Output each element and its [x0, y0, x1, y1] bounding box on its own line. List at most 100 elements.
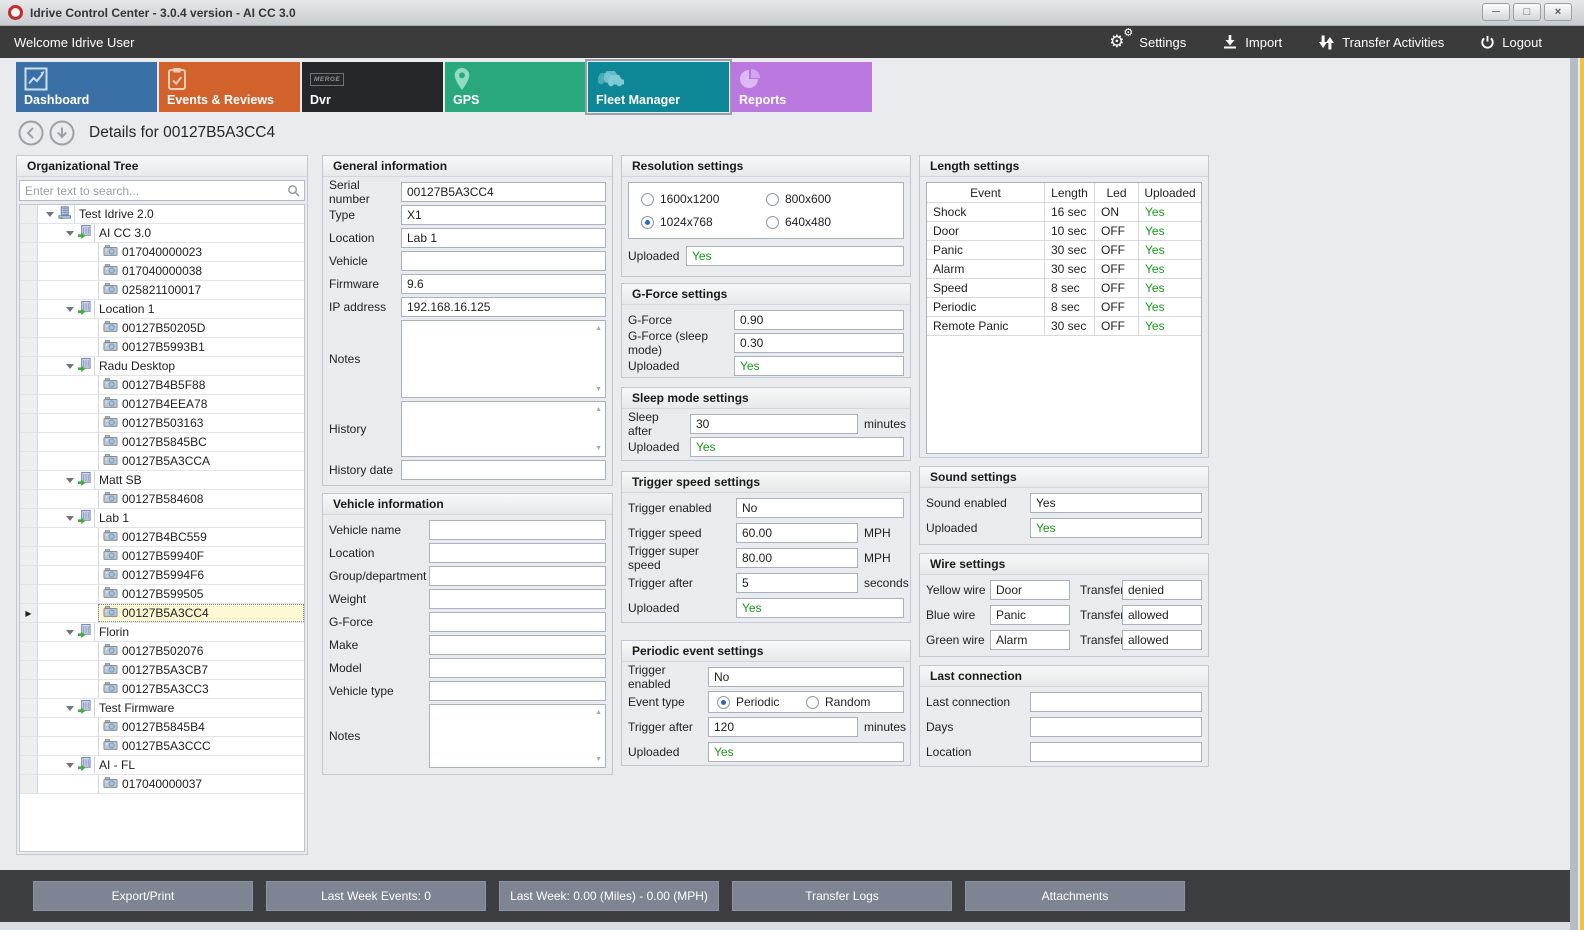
tab-dvr[interactable]: MERGE Dvr [302, 62, 443, 112]
radio-option-800x600[interactable]: 800x600 [766, 192, 891, 206]
tree-item-00127b503163[interactable]: 00127B503163 [20, 414, 304, 433]
history-textarea[interactable]: ▲ ▼ [401, 401, 606, 457]
tab-dashboard[interactable]: Dashboard [16, 62, 157, 112]
radio-periodic-icon[interactable] [717, 695, 730, 709]
import-button[interactable]: Import [1222, 34, 1282, 50]
yellow-wire-transfer-input[interactable]: denied [1122, 580, 1202, 600]
tree-item-00127b5a3cc3[interactable]: 00127B5A3CC3 [20, 680, 304, 699]
tree-item-00127b4bc559[interactable]: 00127B4BC559 [20, 528, 304, 547]
vehicle-type-input[interactable] [429, 681, 606, 701]
green-wire-transfer-input[interactable]: allowed [1122, 630, 1202, 650]
weight-input[interactable] [429, 589, 606, 609]
tree-item-00127b5a3cc4[interactable]: ▶ 00127B5A3CC4 [20, 604, 304, 623]
tab-fleet-manager[interactable]: Fleet Manager [585, 59, 732, 115]
blue-wire-transfer-input[interactable]: allowed [1122, 605, 1202, 625]
collapse-arrow-icon[interactable] [66, 306, 74, 312]
tree-item-ai-cc-3-0[interactable]: AI CC 3.0 [20, 224, 304, 243]
uploaded-input[interactable]: Yes [708, 742, 904, 762]
tree-item-00127b584608[interactable]: 00127B584608 [20, 490, 304, 509]
tree-item-radu-desktop[interactable]: Radu Desktop [20, 357, 304, 376]
expand-button[interactable] [49, 120, 75, 146]
collapse-arrow-icon[interactable] [66, 705, 74, 711]
search-input[interactable] [20, 181, 304, 200]
notes-textarea[interactable]: ▲ ▼ [401, 320, 606, 398]
tree-item-017040000038[interactable]: 017040000038 [20, 262, 304, 281]
table-row-panic[interactable]: Panic 30 sec OFF Yes [927, 241, 1201, 260]
last-week-summary-button[interactable]: Last Week: 0.00 (Miles) - 0.00 (MPH) [499, 881, 719, 911]
location-input[interactable] [429, 543, 606, 563]
tree-item-017040000023[interactable]: 017040000023 [20, 243, 304, 262]
transfer-activities-button[interactable]: Transfer Activities [1318, 34, 1444, 51]
tree-item-00127b50205d[interactable]: 00127B50205D [20, 319, 304, 338]
back-button[interactable] [18, 120, 44, 146]
green-wire-event-input[interactable]: Alarm [990, 630, 1070, 650]
model-input[interactable] [429, 658, 606, 678]
uploaded-input[interactable]: Yes [734, 356, 904, 376]
scroll-down-icon[interactable]: ▼ [595, 445, 602, 452]
table-row-shock[interactable]: Shock 16 sec ON Yes [927, 203, 1201, 222]
trigger-super-speed-input[interactable]: 80.00 [736, 548, 858, 568]
group-department-input[interactable] [429, 566, 606, 586]
trigger-enabled-input[interactable]: No [708, 667, 904, 687]
radio-option-1600x1200[interactable]: 1600x1200 [641, 192, 766, 206]
tree-item-matt-sb[interactable]: Matt SB [20, 471, 304, 490]
collapse-arrow-icon[interactable] [66, 230, 74, 236]
g-force-input[interactable] [429, 612, 606, 632]
radio-option-random[interactable]: Random [806, 695, 895, 709]
scroll-down-icon[interactable]: ▼ [595, 756, 602, 763]
tree-item-00127b5845b4[interactable]: 00127B5845B4 [20, 718, 304, 737]
firmware-input[interactable]: 9.6 [401, 274, 606, 294]
table-row-periodic[interactable]: Periodic 8 sec OFF Yes [927, 298, 1201, 317]
tree-item-lab-1[interactable]: Lab 1 [20, 509, 304, 528]
collapse-arrow-icon[interactable] [66, 477, 74, 483]
scroll-down-icon[interactable]: ▼ [595, 386, 602, 393]
trigger-after-input[interactable]: 5 [736, 573, 858, 593]
days-input[interactable] [1030, 717, 1202, 737]
g-force-sleep-mode-input[interactable]: 0.30 [734, 333, 904, 353]
collapse-arrow-icon[interactable] [66, 515, 74, 521]
table-row-alarm[interactable]: Alarm 30 sec OFF Yes [927, 260, 1201, 279]
sound-enabled-input[interactable]: Yes [1030, 493, 1202, 513]
close-button[interactable]: × [1544, 3, 1572, 21]
uploaded-input[interactable]: Yes [686, 246, 904, 266]
minimize-button[interactable]: ─ [1482, 3, 1510, 21]
radio-option-1024x768[interactable]: 1024x768 [641, 215, 766, 229]
uploaded-input[interactable]: Yes [1030, 518, 1202, 538]
yellow-wire-event-input[interactable]: Door [990, 580, 1070, 600]
trigger-speed-input[interactable]: 60.00 [736, 523, 858, 543]
settings-button[interactable]: ⚙ ⚙ Settings [1109, 27, 1186, 53]
scroll-up-icon[interactable]: ▲ [595, 709, 602, 716]
uploaded-input[interactable]: Yes [736, 598, 904, 618]
collapse-arrow-icon[interactable] [46, 211, 54, 217]
blue-wire-event-input[interactable]: Panic [990, 605, 1070, 625]
tree-item-017040000037[interactable]: 017040000037 [20, 775, 304, 794]
logout-button[interactable]: Logout [1480, 35, 1542, 50]
vehicle-name-input[interactable] [429, 520, 606, 540]
ip-address-input[interactable]: 192.168.16.125 [401, 297, 606, 317]
scroll-up-icon[interactable]: ▲ [595, 406, 602, 413]
tree-item-00127b5a3cca[interactable]: 00127B5A3CCA [20, 452, 304, 471]
tree-item-00127b4eea78[interactable]: 00127B4EEA78 [20, 395, 304, 414]
uploaded-input[interactable]: Yes [690, 437, 904, 457]
tree-item-00127b59940f[interactable]: 00127B59940F [20, 547, 304, 566]
tree-item-florin[interactable]: Florin [20, 623, 304, 642]
g-force-input[interactable]: 0.90 [734, 310, 904, 330]
tree-item-00127b5993b1[interactable]: 00127B5993B1 [20, 338, 304, 357]
serial-number-input[interactable]: 00127B5A3CC4 [401, 182, 606, 202]
type-input[interactable]: X1 [401, 205, 606, 225]
scroll-up-icon[interactable]: ▲ [595, 325, 602, 332]
trigger-after-input[interactable]: 120 [708, 717, 858, 737]
tab-gps[interactable]: GPS [445, 62, 586, 112]
last-connection-input[interactable] [1030, 692, 1202, 712]
notes-textarea[interactable]: ▲ ▼ [429, 704, 606, 768]
export-print-button[interactable]: Export/Print [33, 881, 253, 911]
collapse-arrow-icon[interactable] [66, 629, 74, 635]
transfer-logs-button[interactable]: Transfer Logs [732, 881, 952, 911]
tree-item-00127b5845bc[interactable]: 00127B5845BC [20, 433, 304, 452]
maximize-button[interactable]: □ [1513, 3, 1541, 21]
location-input[interactable] [1030, 742, 1202, 762]
radio-option-640x480[interactable]: 640x480 [766, 215, 891, 229]
search-icon[interactable] [287, 184, 300, 200]
tree-item-00127b5994f6[interactable]: 00127B5994F6 [20, 566, 304, 585]
table-row-speed[interactable]: Speed 8 sec OFF Yes [927, 279, 1201, 298]
